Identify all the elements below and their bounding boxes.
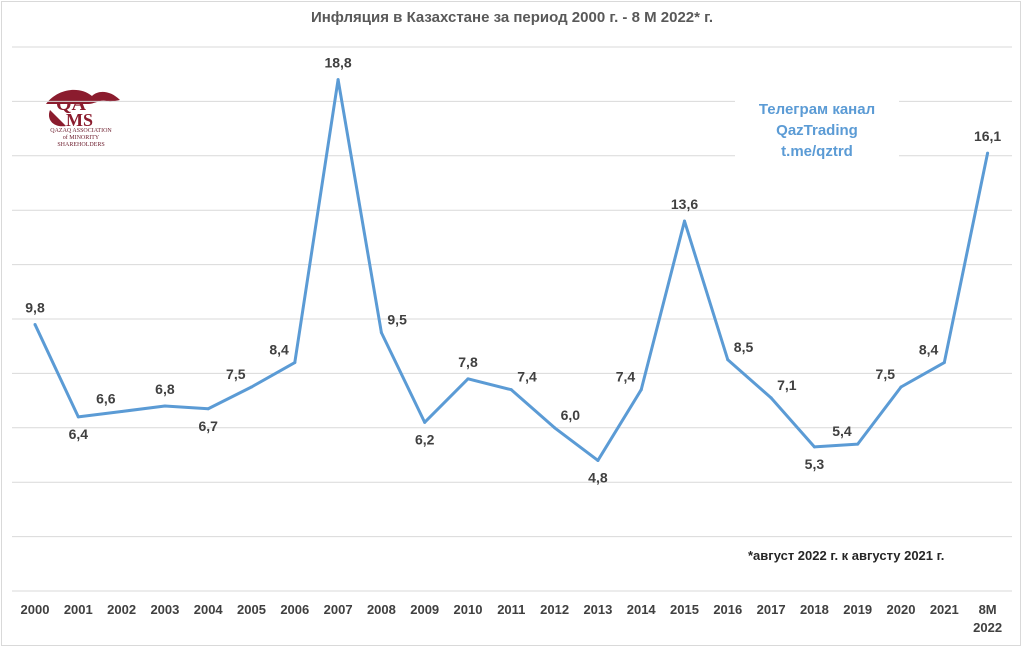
x-tick-label: 2017 [757,602,786,617]
x-tick-label: 2022 [973,620,1002,635]
logo-text-line1: QAZAQ ASSOCIATION [50,128,112,134]
x-tick-label: 2003 [150,602,179,617]
data-point [250,385,253,389]
data-point [336,78,340,82]
svg-text:QA: QA [56,93,87,115]
data-label: 4,8 [588,469,608,485]
x-tick-label: 2009 [410,602,439,617]
telegram-promo: Телеграм канал QazTrading t.me/qztrd [735,99,899,162]
x-tick-label: 2001 [64,602,93,617]
x-tick-label: 2000 [21,602,50,617]
data-point [163,404,167,408]
promo-line1: Телеграм канал [758,101,876,118]
data-point [596,458,600,462]
data-point [856,442,860,446]
data-point [423,420,427,424]
data-label: 13,6 [671,196,698,212]
promo-line2: QazTrading [776,122,858,139]
x-tick-label: 2013 [583,602,612,617]
data-label: 6,7 [198,418,218,434]
data-point [683,219,686,223]
x-tick-label: 2004 [194,602,224,617]
x-tick-label: 2014 [627,602,657,617]
x-tick-label: 2005 [237,602,266,617]
data-label: 18,8 [324,55,351,71]
data-label: 16,1 [974,128,1001,144]
x-tick-label: 2021 [930,602,959,617]
data-point [33,322,37,326]
data-point [942,361,946,365]
qams-logo-icon: QA MS [46,89,120,130]
x-tick-label: 2011 [497,602,525,617]
data-label: 8,4 [269,342,289,358]
x-tick-label: 2007 [324,602,353,617]
data-point [899,385,903,389]
data-label: 9,8 [25,299,45,315]
data-label: 5,4 [832,423,852,439]
x-tick-label: 2018 [800,602,829,617]
svg-text:MS: MS [66,110,93,130]
data-label: 7,4 [616,369,636,385]
x-tick-label: 2015 [670,602,699,617]
chart-title: Инфляция в Казахстане за период 2000 г. … [310,9,714,26]
data-label: 5,3 [805,456,825,472]
x-tick-label: 2012 [540,602,569,617]
data-point [120,409,124,413]
data-label: 8,4 [919,342,939,358]
data-label: 6,0 [561,407,581,423]
data-point [76,415,80,419]
x-tick-label: 2019 [843,602,872,617]
data-point [293,361,297,365]
data-label: 6,4 [69,426,89,442]
logo-text: QAZAQ ASSOCIATION of MINORITY SHAREHOLDE… [38,128,124,149]
x-tick-label: 2010 [454,602,483,617]
x-tick-label: 2008 [367,602,396,617]
data-label: 8,5 [734,339,754,355]
data-point [769,396,773,400]
logo-text-line2: of MINORITY [62,135,100,141]
logo-text-line3: SHAREHOLDERS [57,142,105,148]
data-point [726,358,730,362]
data-label: 6,6 [96,390,116,406]
data-label: 7,5 [876,366,896,382]
data-label: 9,5 [387,312,407,328]
data-point [553,426,557,430]
data-point [986,151,990,155]
data-label: 7,5 [226,366,246,382]
footnote: *август 2022 г. к августу 2021 г. [748,548,945,563]
data-point [639,388,643,392]
data-point [206,407,210,411]
data-label: 7,4 [517,369,537,385]
data-point [379,331,383,335]
x-tick-label: 2020 [887,602,916,617]
data-label: 6,8 [155,381,175,397]
data-label: 7,8 [458,354,478,370]
data-label: 6,2 [415,431,435,447]
promo-line3: t.me/qztrd [781,143,853,160]
data-point [466,377,470,381]
data-point [509,388,513,392]
x-tick-label: 2006 [280,602,309,617]
x-tick-label: 2016 [713,602,742,617]
x-tick-label: 8М [979,602,997,617]
data-point [812,445,816,449]
x-tick-label: 2002 [107,602,136,617]
data-label: 7,1 [777,377,797,393]
